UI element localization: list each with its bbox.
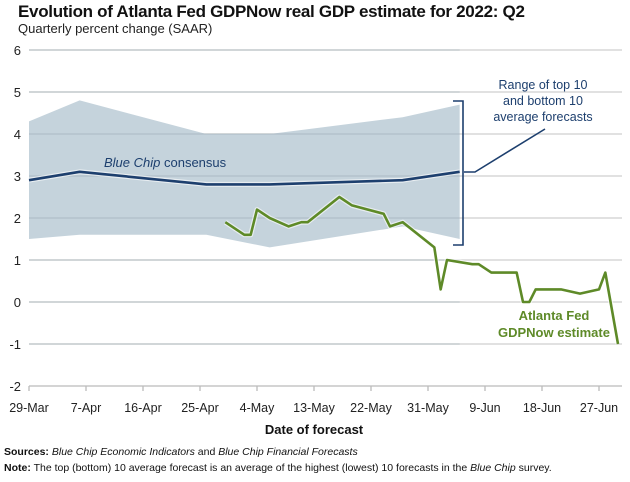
sources-text-1: Blue Chip Economic Indicators (51, 446, 195, 458)
x-axis: 29-Mar 7-Apr 16-Apr 25-Apr 4-May 13-May 22-May… (9, 385, 622, 437)
consensus-label: Blue Chip consensus (104, 155, 227, 170)
y-tick-label: -2 (9, 379, 21, 394)
range-band (29, 100, 460, 248)
x-tick-label: 22-May (350, 401, 392, 415)
chart-subtitle: Quarterly percent change (SAAR) (18, 21, 213, 36)
sources-and: and (194, 446, 219, 458)
y-tick-label: 5 (14, 85, 21, 100)
range-label-line: average forecasts (493, 110, 592, 124)
x-tick-label: 18-Jun (523, 401, 561, 415)
y-tick-label: 3 (14, 169, 21, 184)
y-tick-label: 0 (14, 295, 21, 310)
chart-title: Evolution of Atlanta Fed GDPNow real GDP… (18, 2, 525, 21)
y-tick-label: 6 (14, 43, 21, 58)
y-tick-label: -1 (9, 337, 21, 352)
x-tick-label: 29-Mar (9, 401, 49, 415)
sources-text-2: Blue Chip Financial Forecasts (218, 446, 358, 458)
gdpnow-label-line: GDPNow estimate (498, 325, 610, 340)
range-leader-line (464, 128, 546, 173)
x-tick-label: 25-Apr (181, 401, 219, 415)
x-tick-label: 13-May (293, 401, 335, 415)
x-tick-label: 7-Apr (71, 401, 102, 415)
range-label-line: Range of top 10 (499, 78, 588, 92)
note-italic: Blue Chip (470, 462, 516, 474)
footnote: Note: The top (bottom) 10 average foreca… (4, 462, 552, 474)
note-text-2: survey. (515, 462, 552, 474)
y-tick-label: 1 (14, 253, 21, 268)
x-tick-label: 9-Jun (469, 401, 500, 415)
y-tick-label: 4 (14, 127, 21, 142)
y-tick-label: 2 (14, 211, 21, 226)
x-axis-title: Date of forecast (265, 422, 364, 437)
y-axis-ticks: -2 -1 0 1 2 3 4 5 6 (9, 43, 21, 394)
sources-label: Sources: (4, 446, 49, 458)
range-label-line: and bottom 10 (503, 94, 583, 108)
annotations: Blue Chip consensus Range of top 10 and bo… (104, 78, 610, 340)
range-bracket (453, 100, 464, 246)
x-tick-label: 27-Jun (580, 401, 618, 415)
note-label: Note: (4, 462, 31, 474)
x-tick-label: 16-Apr (124, 401, 162, 415)
series-lines (28, 169, 621, 345)
x-tick-label: 31-May (407, 401, 449, 415)
note-text-1: The top (bottom) 10 average forecast is … (30, 462, 471, 474)
consensus-label-rest: consensus (160, 155, 226, 170)
blue-chip-consensus-line (28, 170, 460, 186)
x-tick-label: 4-May (240, 401, 275, 415)
forecast-range-band (29, 49, 460, 345)
sources-note: Sources: Blue Chip Economic Indicators a… (4, 446, 358, 458)
consensus-label-italic: Blue Chip (104, 155, 160, 170)
gdpnow-label-line: Atlanta Fed (519, 308, 590, 323)
